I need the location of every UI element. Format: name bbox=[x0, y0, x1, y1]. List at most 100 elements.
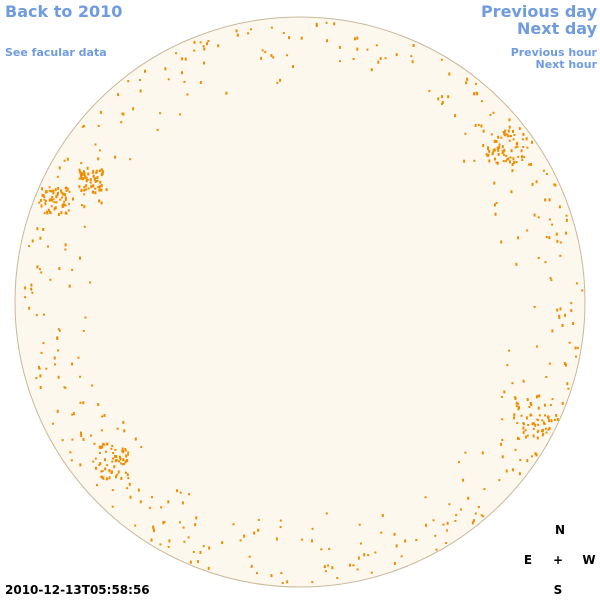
speck bbox=[151, 496, 153, 499]
speck bbox=[509, 160, 511, 164]
speck bbox=[35, 314, 38, 317]
speck bbox=[264, 51, 267, 54]
speck bbox=[535, 180, 538, 184]
speck bbox=[57, 212, 60, 216]
speck bbox=[89, 281, 91, 284]
speck bbox=[425, 523, 427, 527]
speck bbox=[496, 146, 499, 150]
speck bbox=[101, 415, 104, 418]
speck bbox=[441, 102, 443, 105]
speck bbox=[497, 135, 500, 139]
speck bbox=[79, 256, 81, 260]
speck bbox=[518, 437, 520, 440]
speck bbox=[379, 57, 382, 61]
speck bbox=[570, 302, 573, 305]
speck bbox=[43, 198, 46, 201]
speck bbox=[202, 45, 205, 48]
speck bbox=[152, 525, 155, 529]
speck bbox=[428, 90, 431, 92]
speck bbox=[511, 468, 514, 472]
speck bbox=[487, 147, 489, 151]
speck bbox=[112, 452, 115, 454]
speck bbox=[493, 139, 496, 143]
speck bbox=[514, 397, 517, 400]
speck bbox=[97, 403, 100, 407]
back-link[interactable]: Back to 2010 bbox=[5, 2, 122, 21]
speck bbox=[536, 345, 538, 348]
speck bbox=[99, 462, 102, 465]
speck bbox=[411, 60, 414, 64]
speck bbox=[105, 477, 108, 481]
speck bbox=[24, 286, 27, 290]
speck bbox=[44, 200, 47, 202]
speck bbox=[507, 157, 510, 161]
speck bbox=[30, 287, 33, 291]
speck bbox=[512, 157, 515, 161]
speck bbox=[548, 198, 551, 202]
speck bbox=[83, 225, 86, 228]
speck bbox=[183, 540, 186, 543]
next-hour-link[interactable]: Next hour bbox=[536, 58, 598, 71]
speck bbox=[163, 521, 166, 524]
speck bbox=[534, 423, 537, 427]
speck bbox=[31, 291, 34, 294]
speck bbox=[206, 42, 208, 46]
speck bbox=[115, 455, 118, 458]
speck bbox=[494, 203, 496, 207]
speck bbox=[38, 268, 41, 271]
speck bbox=[301, 538, 304, 541]
speck bbox=[83, 170, 85, 174]
speck bbox=[487, 153, 490, 157]
speck bbox=[487, 146, 490, 149]
speck bbox=[28, 245, 31, 248]
previous-hour-link[interactable]: Previous hour bbox=[511, 46, 598, 59]
speck bbox=[522, 422, 525, 424]
facular-link[interactable]: See facular data bbox=[5, 46, 107, 59]
speck bbox=[370, 571, 373, 574]
speck bbox=[311, 527, 314, 530]
speck bbox=[79, 401, 82, 404]
speck bbox=[79, 171, 82, 175]
previous-day-link[interactable]: Previous day bbox=[481, 2, 598, 21]
speck bbox=[570, 309, 573, 313]
speck bbox=[415, 539, 418, 541]
speck bbox=[508, 139, 511, 142]
speck bbox=[104, 467, 107, 471]
speck bbox=[86, 178, 89, 181]
speck bbox=[485, 153, 488, 156]
speck bbox=[526, 398, 529, 401]
speck bbox=[508, 118, 511, 122]
speck bbox=[105, 188, 108, 192]
speck bbox=[464, 132, 467, 135]
speck bbox=[99, 110, 102, 114]
speck bbox=[124, 471, 127, 474]
speck bbox=[435, 548, 438, 551]
speck bbox=[114, 448, 117, 451]
speck bbox=[502, 160, 505, 163]
speck bbox=[42, 342, 45, 345]
speck bbox=[475, 82, 477, 85]
speck bbox=[545, 431, 548, 434]
speck bbox=[78, 185, 81, 189]
speck bbox=[547, 415, 550, 418]
speck bbox=[69, 451, 72, 454]
speck bbox=[41, 193, 44, 197]
speck bbox=[83, 186, 86, 189]
speck bbox=[97, 124, 100, 127]
speck bbox=[52, 198, 55, 201]
speck bbox=[100, 168, 103, 172]
speck bbox=[98, 149, 101, 152]
speck bbox=[474, 124, 477, 127]
speck bbox=[24, 296, 27, 299]
next-day-link[interactable]: Next day bbox=[517, 19, 598, 38]
speck bbox=[81, 172, 84, 175]
speck bbox=[106, 442, 109, 445]
speck bbox=[164, 67, 167, 71]
speck bbox=[498, 145, 501, 149]
speck bbox=[528, 163, 530, 166]
speck bbox=[553, 183, 556, 186]
speck bbox=[31, 239, 34, 243]
speck bbox=[186, 93, 189, 96]
speck bbox=[326, 39, 329, 43]
speck bbox=[47, 245, 49, 248]
